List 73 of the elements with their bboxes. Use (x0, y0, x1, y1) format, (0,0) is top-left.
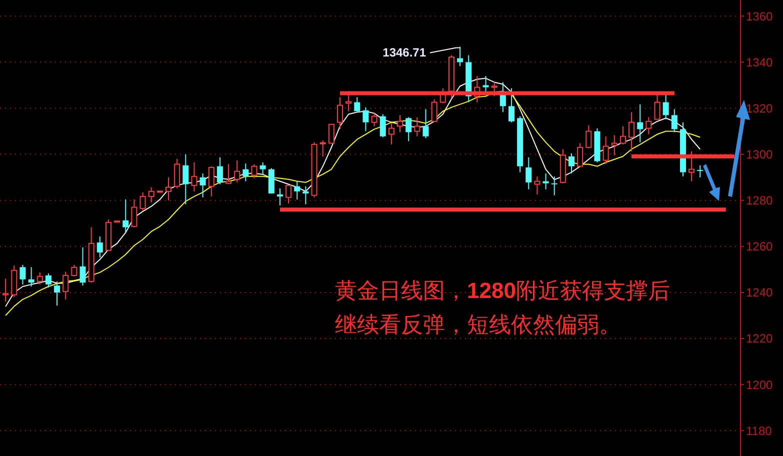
candlestick (36, 272, 43, 285)
annotation: 1346.71 (382, 46, 426, 60)
candlestick (388, 122, 394, 145)
annotation: 继续看反弹，短线依然偏弱。 (335, 312, 621, 337)
candlestick (286, 184, 292, 204)
candlestick (380, 114, 386, 138)
candlestick (96, 236, 103, 258)
candlestick (482, 76, 489, 93)
candlestick (628, 112, 635, 152)
candlestick (620, 126, 626, 145)
candlestick (422, 108, 429, 139)
candlestick (320, 140, 326, 158)
candlestick (226, 164, 232, 185)
candlestick (260, 162, 266, 175)
candlestick (371, 112, 378, 127)
candlestick (406, 116, 412, 142)
candlestick (251, 164, 258, 179)
candlestick (200, 172, 206, 198)
candlestick (577, 142, 584, 168)
y-tick-label: 1260 (746, 240, 774, 254)
candlestick (646, 116, 652, 135)
y-tick-label: 1320 (746, 101, 774, 116)
candlestick (542, 172, 549, 190)
candlestick (551, 176, 558, 196)
candlestick (45, 272, 52, 288)
candlestick (328, 124, 334, 144)
candlestick (140, 192, 146, 211)
candlestick (148, 186, 154, 203)
candlestick (534, 176, 540, 195)
y-tick-label: 1200 (746, 378, 774, 392)
candlestick (431, 98, 438, 123)
candlestick (294, 180, 300, 200)
candlestick (20, 264, 26, 285)
annotation: 黄金日线图，1280附近获得支撑后 (335, 278, 670, 303)
y-tick-label: 1280 (746, 194, 774, 208)
candlestick (216, 156, 223, 185)
candlestick (54, 280, 60, 306)
candlestick (414, 116, 420, 137)
candlestick (611, 134, 618, 156)
candlestick (302, 186, 309, 205)
candlestick (174, 158, 180, 189)
y-tick-label: 1180 (746, 424, 772, 438)
y-tick-label: 1340 (746, 55, 774, 70)
candlestick (242, 163, 249, 182)
candlestick (165, 176, 172, 201)
y-tick-label: 1300 (746, 148, 774, 162)
candlestick (62, 271, 69, 300)
candlestick (662, 94, 669, 120)
candlestick (586, 124, 592, 149)
candlestick (182, 154, 189, 205)
candlestick (131, 198, 138, 228)
candlestick (2, 278, 9, 302)
y-tick-label: 1240 (746, 286, 774, 300)
y-tick-label: 1360 (746, 9, 774, 24)
candlestick (362, 106, 369, 132)
candlestick (508, 88, 514, 123)
candlestick (637, 104, 644, 143)
candlestick (697, 164, 704, 178)
candlestick (122, 198, 129, 233)
candlestick (602, 136, 609, 165)
candlestick (671, 108, 678, 133)
candlestick (397, 114, 404, 133)
candlestick (568, 152, 575, 174)
candlestick (80, 246, 86, 286)
candlestick (28, 266, 34, 287)
candlestick (191, 162, 198, 192)
candlestick (234, 160, 240, 183)
candlestick (71, 264, 78, 277)
y-tick-label: 1220 (746, 332, 774, 346)
candlestick (208, 166, 214, 197)
candlestick (354, 96, 360, 112)
candlestick (276, 188, 283, 206)
candlestick (526, 156, 532, 190)
